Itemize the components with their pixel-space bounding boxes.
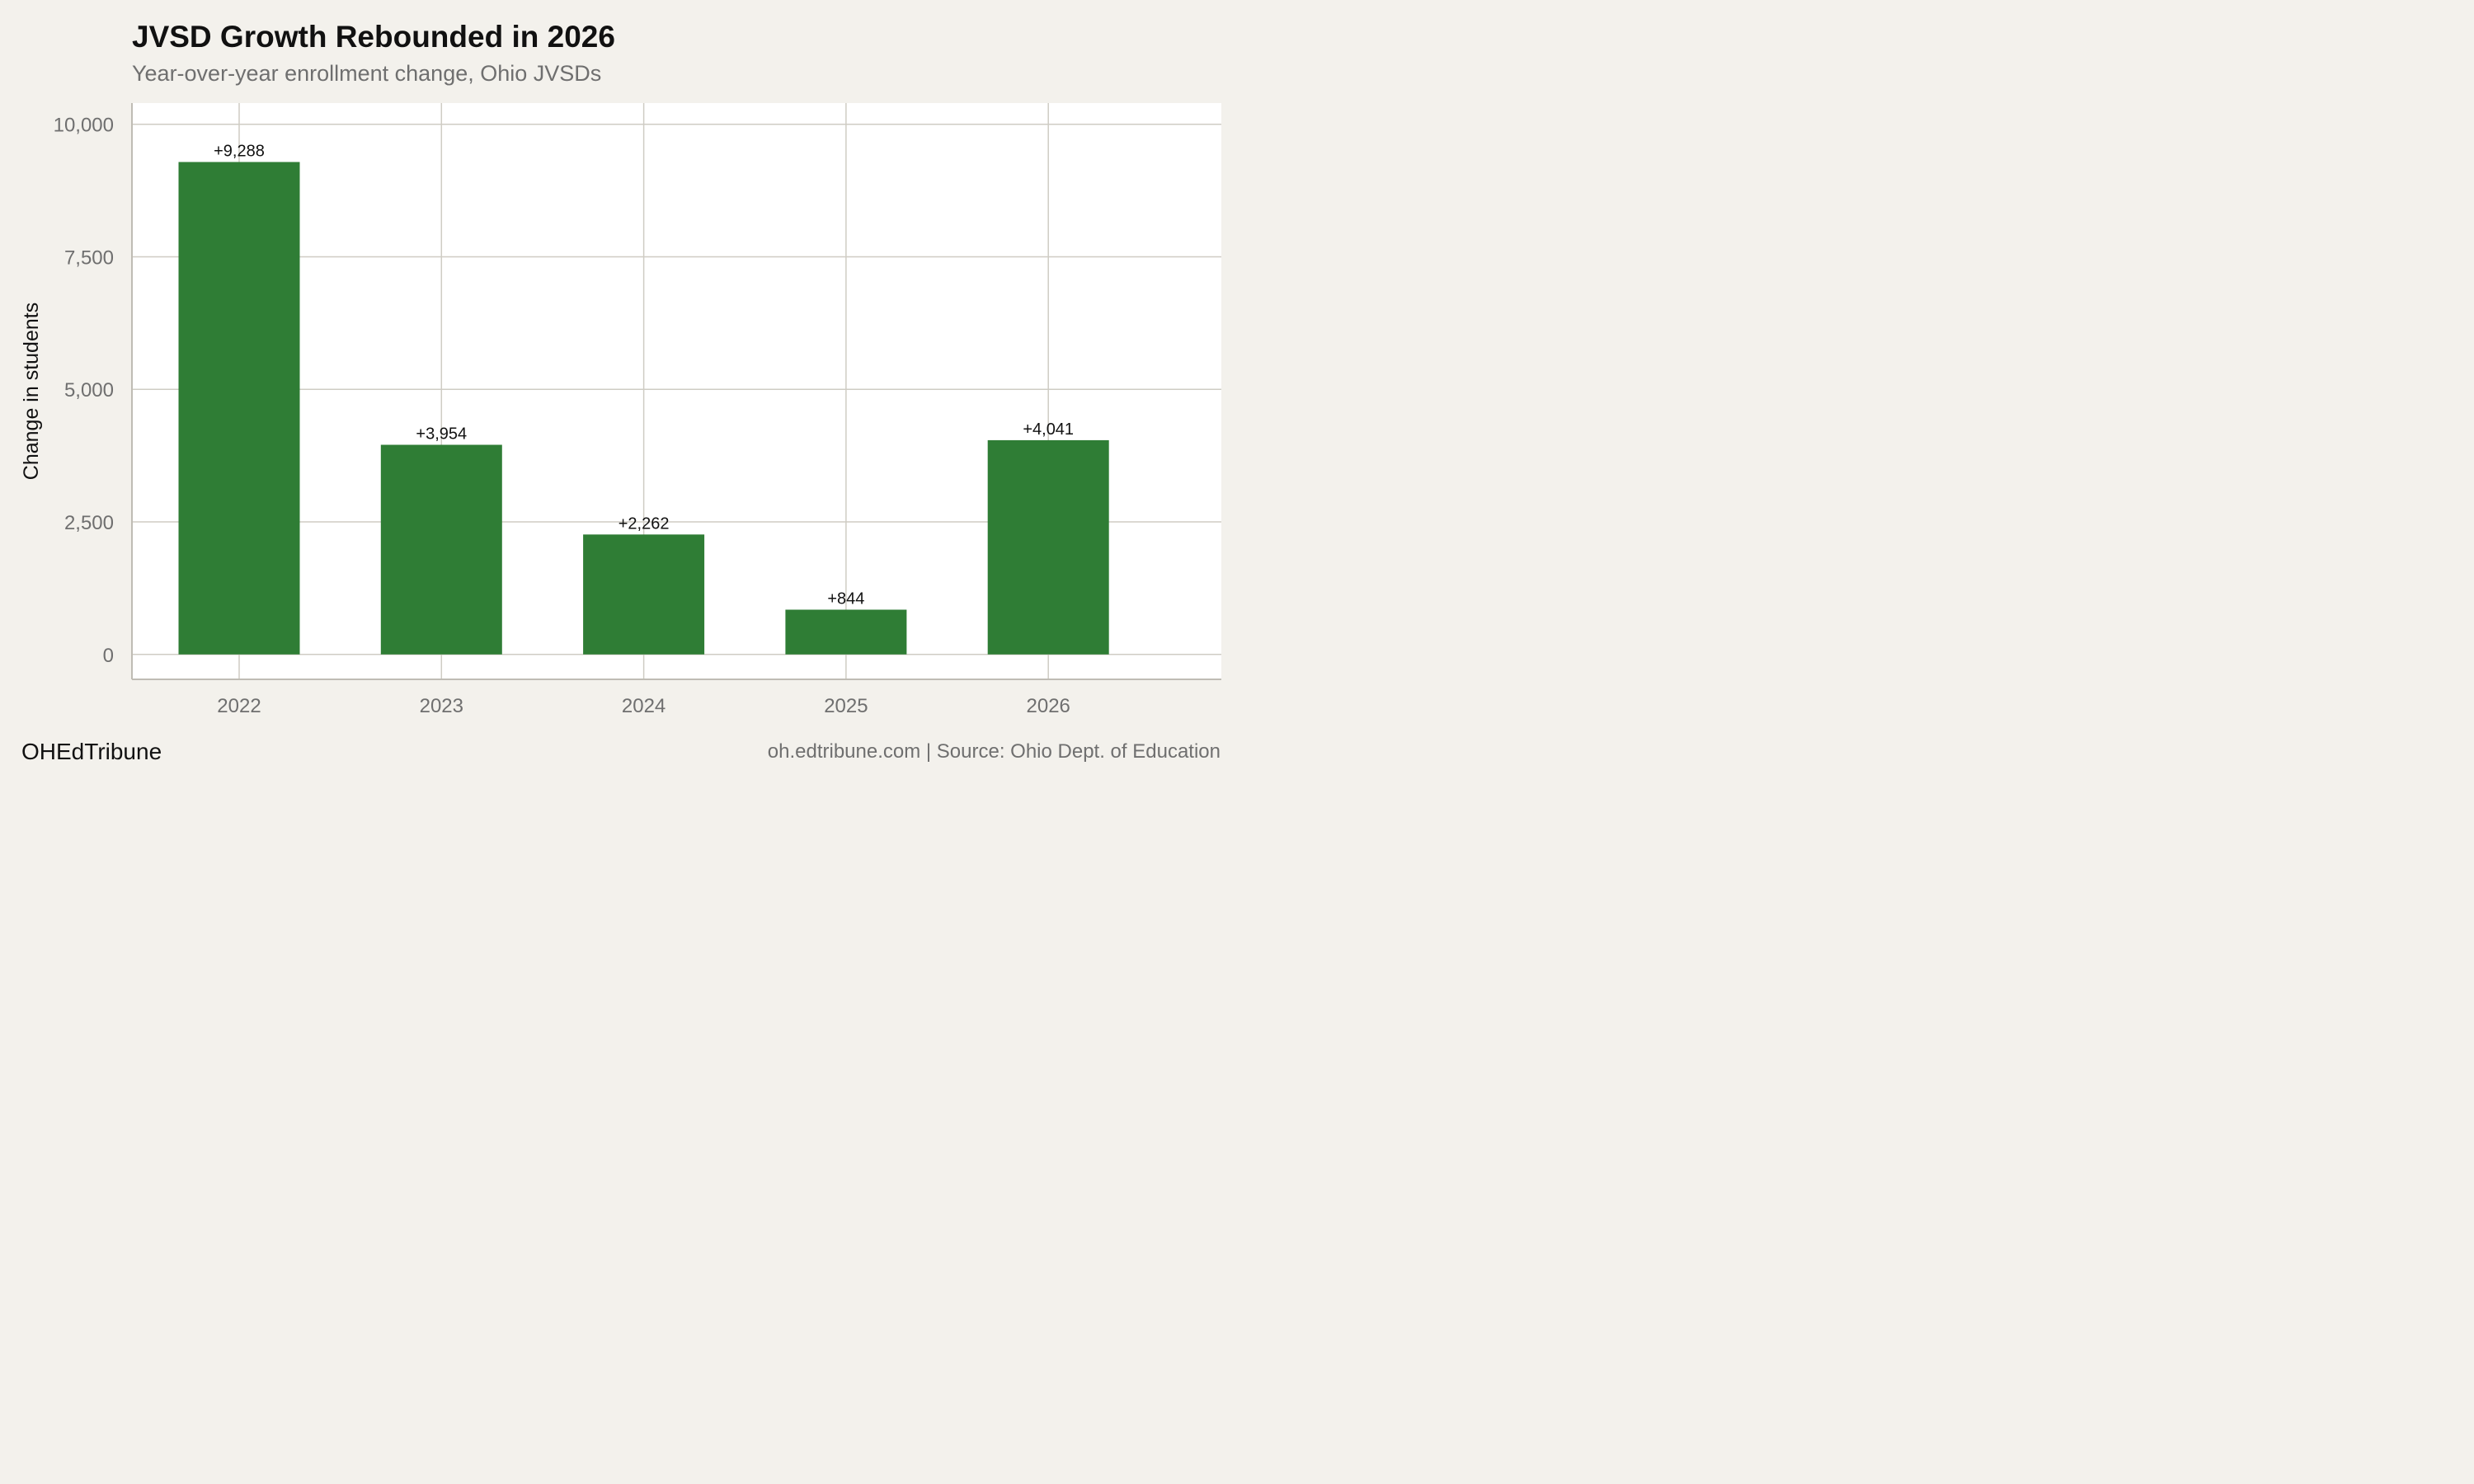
data-label-2023: +3,954	[416, 425, 467, 444]
data-label-2024: +2,262	[618, 514, 670, 533]
brand-logo-text: OHEdTribune	[21, 739, 162, 764]
data-label-2026: +4,041	[1023, 420, 1074, 439]
x-tick-label: 2026	[1027, 695, 1070, 717]
x-tick-label: 2023	[420, 695, 463, 717]
bar-2026	[987, 439, 1109, 655]
bar-2022	[178, 162, 300, 655]
bar-chart: +9,288 +3,954 +2,262 +844 +4,041 0 2,500 5,000 7…	[20, 103, 1221, 717]
data-label-2022: +9,288	[214, 143, 265, 161]
chart-title: JVSD Growth Rebounded in 2026	[132, 20, 615, 54]
y-tick-label: 7,500	[64, 247, 114, 269]
y-tick-label: 0	[103, 645, 114, 667]
x-tick-label: 2024	[622, 695, 666, 717]
y-axis-title: Change in students	[20, 303, 43, 480]
bar-2024	[583, 534, 705, 655]
chart-subtitle: Year-over-year enrollment change, Ohio J…	[132, 61, 602, 86]
y-tick-label: 10,000	[54, 115, 114, 137]
bar-2023	[380, 444, 502, 655]
x-tick-label: 2025	[824, 695, 868, 717]
x-tick-label: 2022	[217, 695, 261, 717]
y-tick-label: 2,500	[64, 512, 114, 534]
bar-2025	[785, 609, 907, 655]
source-credit: oh.edtribune.com | Source: Ohio Dept. of…	[767, 740, 1221, 763]
data-label-2025: +844	[827, 590, 864, 608]
y-tick-label: 5,000	[64, 379, 114, 402]
